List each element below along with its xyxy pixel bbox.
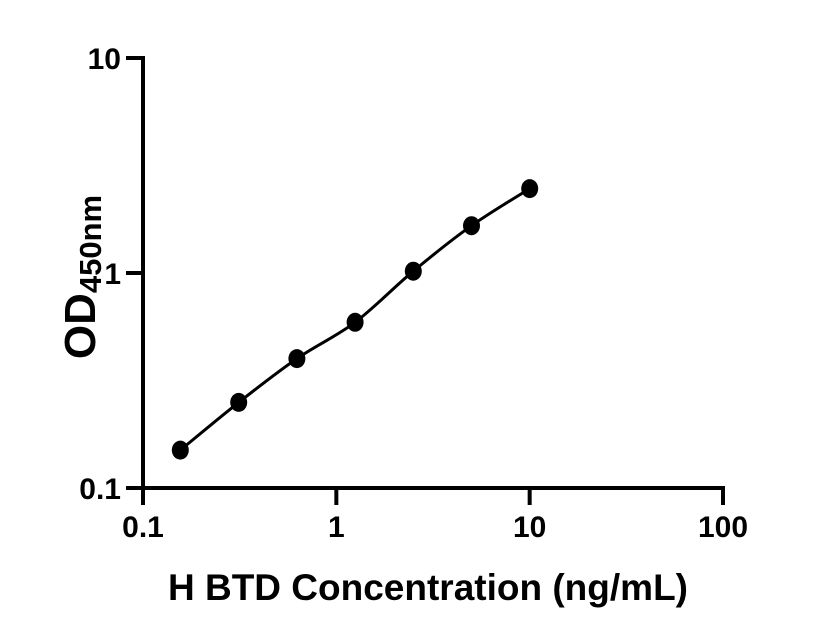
axes-layer — [141, 56, 725, 490]
tick-labels-layer: 0.1 1 10 0.1 1 10 100 — [79, 43, 748, 544]
ticks-layer — [126, 56, 725, 505]
data-point — [171, 440, 189, 460]
axes-frame — [141, 56, 725, 490]
x-tick-label: 1 — [328, 511, 345, 544]
x-tick-label: 100 — [698, 511, 748, 544]
data-point — [288, 349, 306, 369]
y-tick-label: 0.1 — [79, 473, 121, 506]
x-axis-title: H BTD Concentration (ng/mL) — [168, 567, 688, 608]
y-tick-label: 1 — [104, 258, 121, 291]
y-tick-label: 10 — [88, 43, 121, 76]
data-point — [346, 312, 364, 332]
x-tick-label: 0.1 — [122, 511, 164, 544]
data-point — [521, 179, 539, 199]
y-axis-title: OD450nm — [56, 195, 108, 359]
x-tick-label: 10 — [513, 511, 546, 544]
y-axis-title-main: OD — [56, 293, 105, 359]
data-point — [230, 392, 248, 412]
data-point — [404, 261, 422, 281]
y-axis-title-subscript: 450nm — [73, 195, 108, 293]
series-layer — [171, 179, 539, 460]
data-point — [463, 216, 480, 236]
